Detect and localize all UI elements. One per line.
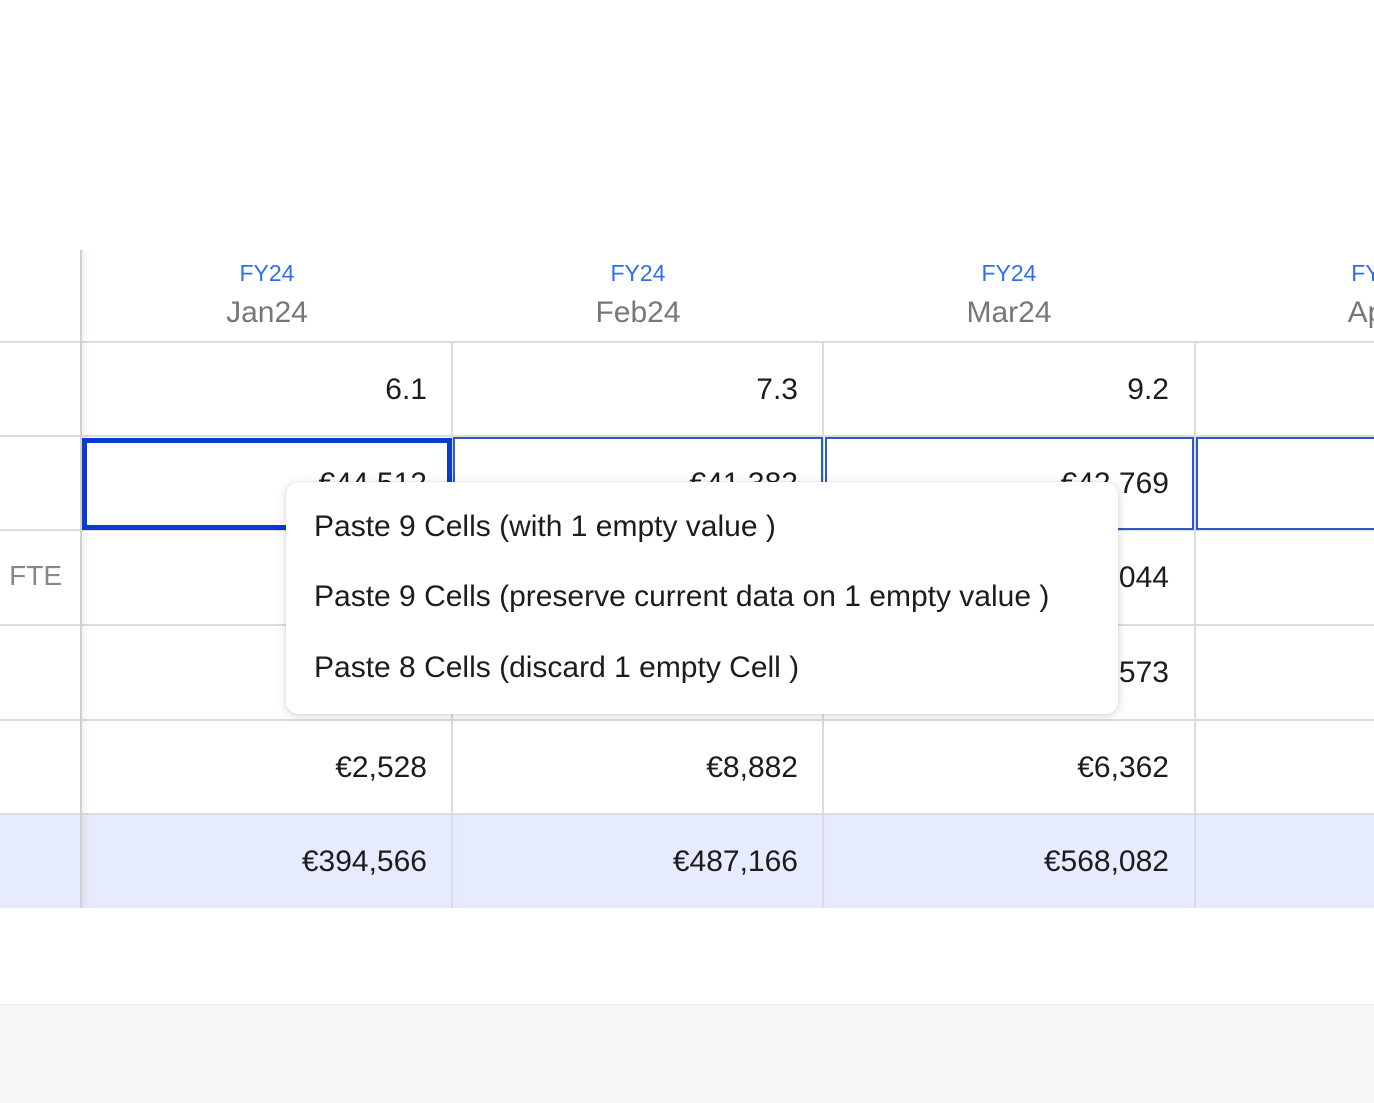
column-divider (1194, 342, 1196, 908)
cell-total-mar24[interactable]: €568,082 (1043, 845, 1169, 878)
column-header-feb24[interactable]: FY24 Feb24 (452, 252, 824, 342)
paste-preserve-option[interactable]: Paste 9 Cells (preserve current data on … (314, 580, 1050, 613)
cell-total-apr24[interactable] (1194, 815, 1374, 908)
month-label: Mar24 (966, 296, 1052, 329)
bottom-panel (0, 1004, 1374, 1103)
paste-discard-empty-option[interactable]: Paste 8 Cells (discard 1 empty Cell ) (314, 651, 800, 684)
cell-r3-apr24[interactable] (1194, 531, 1374, 624)
row-divider (0, 719, 1374, 721)
spreadsheet-grid: FY24 Jan24 FY24 Feb24 FY24 Mar24 FY Ap F… (0, 250, 1374, 908)
row-divider (0, 341, 1374, 343)
cell-r5-jan24[interactable]: €2,528 (335, 751, 427, 784)
frozen-column-shadow (80, 250, 90, 908)
fiscal-year-label: FY (1351, 260, 1374, 286)
row-divider (0, 435, 1374, 437)
paste-with-empty-option[interactable]: Paste 9 Cells (with 1 empty value ) (314, 510, 776, 543)
cell-r5-apr24[interactable] (1194, 721, 1374, 814)
cell-total-feb24[interactable]: €487,166 (672, 845, 798, 878)
selected-cell-outline[interactable] (1196, 437, 1374, 530)
cell-r5-feb24[interactable]: €8,882 (706, 751, 798, 784)
column-header-apr24[interactable]: FY Ap (1194, 252, 1374, 342)
fiscal-year-label: FY24 (610, 260, 666, 286)
row-divider (0, 813, 1374, 815)
cell-r1-jan24[interactable]: 6.1 (385, 373, 427, 406)
cell-r1-feb24[interactable]: 7.3 (756, 373, 798, 406)
total-row-background (0, 815, 1374, 908)
cell-r1-apr24[interactable] (1194, 343, 1374, 436)
paste-options-menu: Paste 9 Cells (with 1 empty value ) Past… (286, 482, 1118, 714)
fiscal-year-label: FY24 (239, 260, 295, 286)
frozen-column-divider (80, 250, 82, 908)
row-label-fte: FTE (9, 560, 62, 591)
column-header-jan24[interactable]: FY24 Jan24 (81, 252, 453, 342)
cell-r1-mar24[interactable]: 9.2 (1127, 373, 1169, 406)
cell-r5-mar24[interactable]: €6,362 (1077, 751, 1169, 784)
cell-r4-apr24[interactable] (1194, 626, 1374, 719)
month-label: Feb24 (595, 296, 681, 329)
month-label: Jan24 (226, 296, 308, 329)
fiscal-year-label: FY24 (981, 260, 1037, 286)
cell-total-jan24[interactable]: €394,566 (301, 845, 427, 878)
column-header-mar24[interactable]: FY24 Mar24 (823, 252, 1195, 342)
month-label: Ap (1347, 296, 1374, 329)
